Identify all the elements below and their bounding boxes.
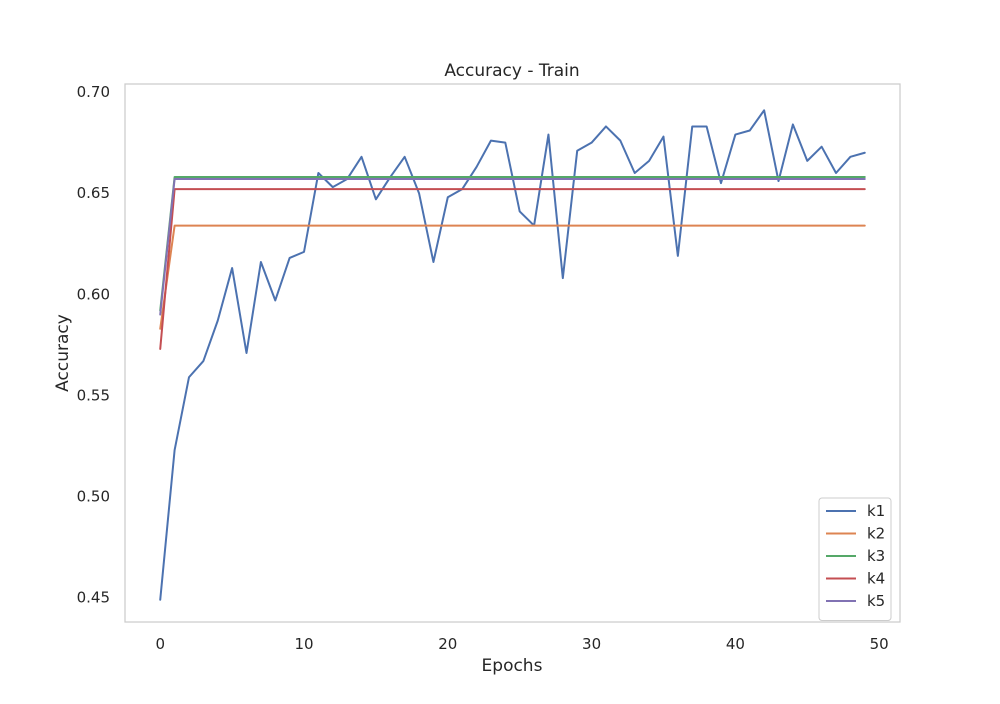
- y-tick-label: 0.60: [77, 285, 110, 303]
- series-line-k5: [159, 178, 866, 316]
- y-tick-label: 0.55: [77, 386, 110, 404]
- series-line-k3: [159, 176, 866, 312]
- x-tick-label: 50: [870, 635, 889, 653]
- series-line-k4: [159, 188, 866, 350]
- x-tick-label: 10: [294, 635, 313, 653]
- series-layer: [159, 109, 866, 601]
- plot-area: [124, 83, 901, 623]
- y-tick-label: 0.45: [77, 589, 110, 607]
- series-line-k2: [159, 224, 866, 330]
- legend-label-k4: k4: [867, 570, 885, 588]
- legend-label-k3: k3: [867, 547, 885, 565]
- y-tick-label: 0.70: [77, 83, 110, 101]
- legend-frame: [818, 497, 892, 621]
- y-axis-ticks: 0.45 0.50 0.55 0.60 0.65 0.70: [77, 83, 110, 607]
- x-axis-ticks: 0 10 20 30 40 50: [155, 635, 888, 653]
- y-tick-label: 0.50: [77, 488, 110, 506]
- x-tick-label: 40: [726, 635, 745, 653]
- legend-label-k1: k1: [867, 502, 885, 520]
- x-axis-label: Epochs: [482, 656, 543, 676]
- x-tick-label: 30: [582, 635, 601, 653]
- legend: k1 k2 k3 k4 k5: [818, 497, 892, 621]
- legend-label-k2: k2: [867, 525, 885, 543]
- y-tick-label: 0.65: [77, 184, 110, 202]
- legend-label-k5: k5: [867, 592, 885, 610]
- x-tick-label: 20: [438, 635, 457, 653]
- y-axis-label: Accuracy: [53, 314, 73, 392]
- chart-title: Accuracy - Train: [444, 61, 579, 81]
- x-tick-label: 0: [155, 635, 165, 653]
